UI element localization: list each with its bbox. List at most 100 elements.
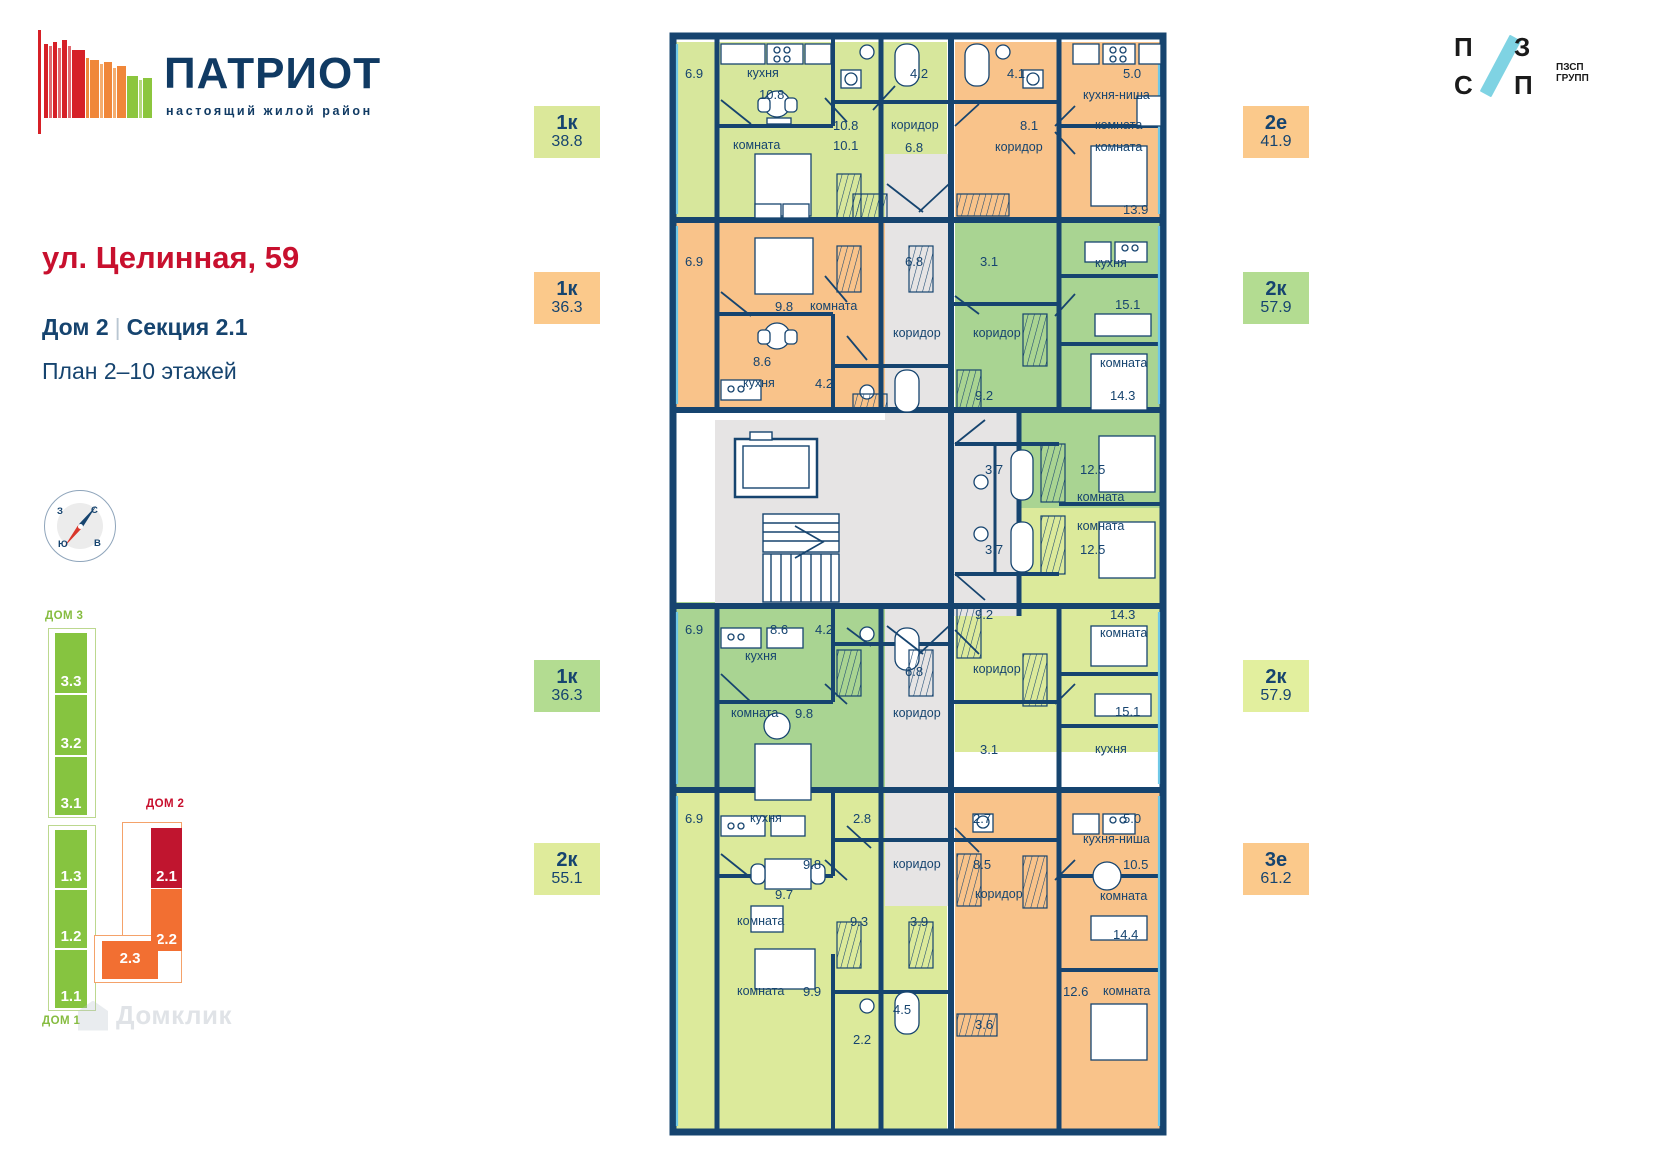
- room-label: кухня-ниша: [1083, 88, 1150, 102]
- room-label: 9.7: [775, 887, 794, 902]
- pzsp-group-label: ПЗСП ГРУПП: [1556, 62, 1589, 84]
- pzsp-group-line2: ГРУПП: [1556, 73, 1589, 84]
- apt-badge-right-2[interactable]: 2к 57.9: [1243, 272, 1309, 324]
- room-label: 9.2: [975, 607, 994, 622]
- page-title: ул. Целинная, 59: [42, 240, 300, 275]
- room-label: 4.2: [910, 66, 929, 81]
- room-label: коридор: [891, 118, 939, 132]
- room-label: 3.7: [985, 462, 1004, 477]
- room-label: 3.7: [985, 542, 1004, 557]
- separator: |: [114, 314, 121, 340]
- door-swings: [720, 85, 1076, 881]
- site-block-3-1[interactable]: 3.1: [55, 757, 87, 815]
- room-label: 14.3: [1110, 607, 1136, 622]
- pzsp-letter-z: З: [1514, 32, 1531, 62]
- site-block-1-2[interactable]: 1.2: [55, 890, 87, 948]
- room-label: коридор: [975, 887, 1023, 901]
- room-label: 8.6: [770, 622, 789, 637]
- apt-area: 61.2: [1260, 870, 1292, 888]
- site-block-1-3[interactable]: 1.3: [55, 830, 87, 888]
- site-block-1-1[interactable]: 1.1: [55, 950, 87, 1008]
- apt-badge-left-4[interactable]: 2к 55.1: [534, 843, 600, 895]
- elevator-cabin: [733, 431, 819, 499]
- room-label: 12.6: [1063, 984, 1089, 999]
- patriot-logo-mark: [36, 26, 166, 136]
- compass-rose: С В Ю З: [44, 490, 116, 562]
- pzsp-letter-s: С: [1454, 70, 1473, 100]
- room-label: коридор: [893, 706, 941, 720]
- room-label: 4.1: [1007, 66, 1026, 81]
- house-section-line: Дом 2 | Секция 2.1: [42, 314, 248, 341]
- apt-badge-right-3[interactable]: 2к 57.9: [1243, 660, 1309, 712]
- site-map-legend: ДОМ 3 3.3 3.2 3.1 1.3 1.2 1.1 ДОМ 1 ДОМ …: [30, 600, 240, 1040]
- room-label: 3.9: [910, 914, 929, 929]
- apt-area: 57.9: [1260, 299, 1292, 317]
- room-label: 12.5: [1080, 462, 1106, 477]
- room-label: 12.5: [1080, 542, 1106, 557]
- apt-type: 1к: [556, 278, 578, 301]
- room-label: коридор: [973, 662, 1021, 676]
- apt-badge-left-1[interactable]: 1к 38.8: [534, 106, 600, 158]
- room-label: 5.0: [1123, 66, 1142, 81]
- site-block-2-1[interactable]: 2.1: [151, 828, 182, 888]
- room-label: 8.5: [973, 857, 992, 872]
- apt-type: 2к: [1265, 666, 1287, 689]
- room-label: комната: [810, 299, 858, 313]
- room-label: 9.2: [975, 388, 994, 403]
- room-label: кухня: [1095, 742, 1127, 756]
- apt-area: 57.9: [1260, 687, 1292, 705]
- site-house1-label: ДОМ 1: [42, 1015, 81, 1027]
- room-label: кухня: [743, 376, 775, 390]
- domclick-watermark: Домклик: [78, 1000, 232, 1031]
- room-label: комната: [737, 914, 785, 928]
- room-label: комната: [1095, 118, 1143, 132]
- room-label: 4.2: [815, 622, 834, 637]
- room-label: кухня: [747, 66, 779, 80]
- site-block-2-2[interactable]: 2.2: [151, 889, 182, 951]
- furniture: [720, 43, 1162, 1061]
- apt-area: 41.9: [1260, 133, 1292, 151]
- apt-type: 2к: [1265, 278, 1287, 301]
- room-label: 2.2: [853, 1032, 872, 1047]
- room-label: 10.8: [833, 118, 859, 133]
- floor-plan: 6.9 кухня 10.8 10.8 комната 10.1 4.2 коридор 6.8…: [655, 14, 1185, 1149]
- brand-name: ПАТРИОТ: [164, 49, 382, 98]
- room-label: комната: [1077, 519, 1125, 533]
- room-label: коридор: [995, 140, 1043, 154]
- room-label: 10.1: [833, 138, 859, 153]
- apt-area: 55.1: [551, 870, 583, 888]
- apt-type: 2к: [556, 849, 578, 872]
- apt-type: 1к: [556, 666, 578, 689]
- floor-plan-svg: [669, 32, 1167, 1136]
- room-label: 6.8: [905, 664, 924, 679]
- apt-type: 1к: [556, 112, 578, 135]
- room-label: 10.5: [1123, 857, 1149, 872]
- room-label: 6.8: [905, 254, 924, 269]
- compass-south-label: Ю: [58, 539, 68, 550]
- room-label: кухня: [745, 649, 777, 663]
- room-label: комната: [1100, 889, 1148, 903]
- room-label: 13.9: [1123, 202, 1149, 217]
- site-block-3-3[interactable]: 3.3: [55, 633, 87, 693]
- apt-type: 2е: [1264, 112, 1288, 135]
- site-block-3-2[interactable]: 3.2: [55, 695, 87, 755]
- domclick-label: Домклик: [116, 1000, 232, 1030]
- apt-badge-right-4[interactable]: 3е 61.2: [1243, 843, 1309, 895]
- apt-area: 38.8: [551, 133, 583, 151]
- room-label: коридор: [893, 326, 941, 340]
- compass-east-label: В: [94, 538, 101, 549]
- room-label: комната: [1095, 140, 1143, 154]
- apt-badge-left-2[interactable]: 1к 36.3: [534, 272, 600, 324]
- room-label: комната: [1100, 626, 1148, 640]
- room-label: 6.9: [685, 254, 704, 269]
- apt-badge-left-3[interactable]: 1к 36.3: [534, 660, 600, 712]
- room-label: кухня: [1095, 256, 1127, 270]
- pzsp-group-line1: ПЗСП: [1556, 62, 1584, 73]
- room-label: 9.3: [850, 914, 869, 929]
- site-block-2-3[interactable]: 2.3: [102, 941, 158, 979]
- room-label: 3.1: [980, 254, 999, 269]
- site-house2-label: ДОМ 2: [146, 798, 185, 810]
- room-label: 14.4: [1113, 927, 1139, 942]
- apt-badge-right-1[interactable]: 2е 41.9: [1243, 106, 1309, 158]
- room-label: коридор: [893, 857, 941, 871]
